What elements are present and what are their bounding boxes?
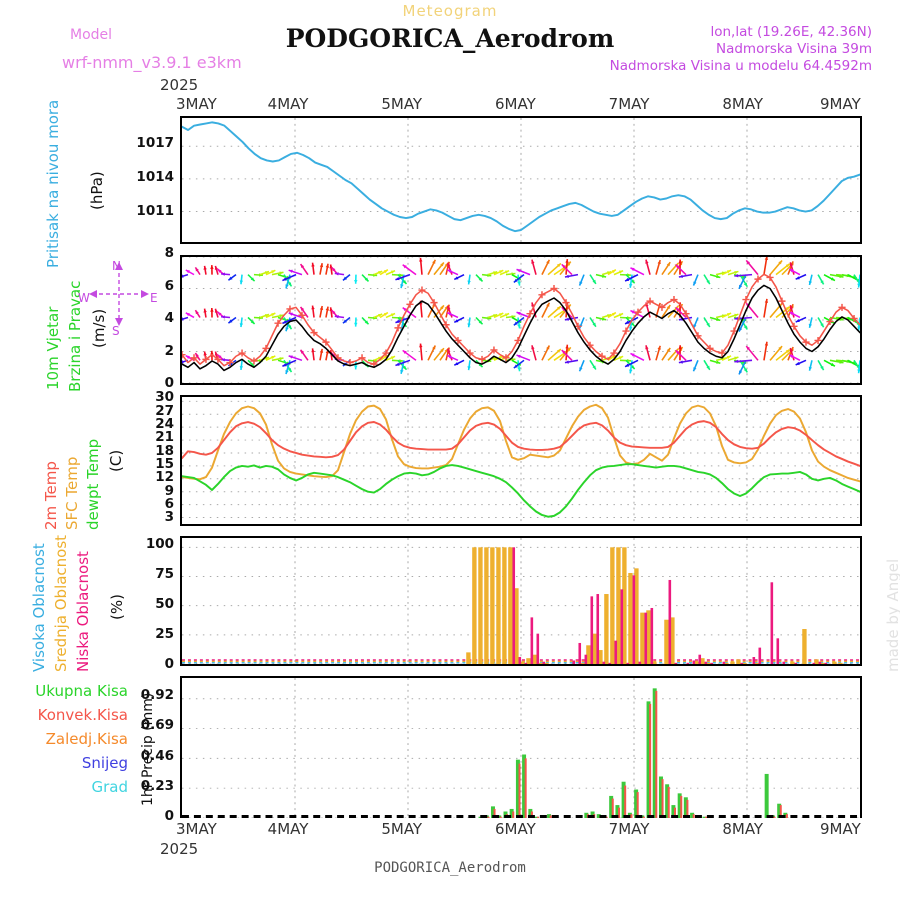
y-tick-label: 4: [164, 310, 174, 326]
y-tick-label: 27: [155, 402, 174, 419]
panel-unit-label: (hPa): [88, 171, 106, 210]
panel-side-label: 10m Vjetar: [44, 306, 62, 390]
y-tick-label: 100: [145, 535, 174, 552]
lonlat-text: lon,lat (19.26E, 42.36N): [710, 24, 872, 40]
compass-north-label: N: [112, 259, 121, 273]
footer-station-name: PODGORICA_Aerodrom: [374, 860, 526, 876]
y-tick-label: 50: [155, 595, 174, 612]
x-tick-label: 7MAY: [608, 95, 650, 113]
y-tick-label: 3: [164, 509, 174, 526]
y-tick-label: 2: [164, 342, 174, 359]
y-tick-label: 25: [155, 625, 174, 642]
x-tick-label: 3MAY: [176, 95, 217, 113]
header: Meteogram PODGORICA_Aerodrom Model wrf-n…: [0, 0, 900, 88]
y-tick-label: 75: [155, 565, 174, 582]
y-tick-label: 0.46: [140, 747, 174, 764]
year-label-bottom: 2025: [160, 840, 199, 858]
x-tick-label: 9MAY: [820, 95, 861, 113]
model-label: Model: [70, 27, 113, 43]
y-tick-label: 6: [164, 277, 174, 294]
panel-side-label: Snijeg: [81, 754, 128, 772]
y-tick-label: 8: [164, 245, 174, 261]
panel-cloud-cover[interactable]: [180, 536, 862, 666]
x-tick-label: 4MAY: [267, 820, 309, 838]
x-tick-label: 5MAY: [381, 820, 423, 838]
model-name: wrf-nmm_v3.9.1 e3km: [62, 53, 242, 72]
y-tick-label: 0.92: [140, 687, 174, 704]
x-tick-label: 5MAY: [381, 95, 423, 113]
x-tick-label: 6MAY: [495, 95, 536, 113]
y-tick-label: 0.69: [140, 717, 174, 734]
panel-side-label: Visoka Oblacnost: [30, 543, 48, 672]
station-metadata: lon,lat (19.26E, 42.36N) Nadmorska Visin…: [610, 24, 872, 75]
y-tick-label: 0.23: [140, 777, 174, 794]
meteogram-plot: [180, 116, 862, 818]
panel-side-label: Konvek.Kisa: [37, 706, 128, 724]
panel-side-label: Srednja Oblacnost: [52, 534, 70, 672]
compass-cross-icon: [89, 262, 149, 326]
model-elevation-text: Nadmorska Visina u modelu 64.4592m: [609, 58, 872, 74]
panel-side-label: dewpt Temp: [84, 438, 102, 530]
y-tick-label: 30: [155, 389, 174, 406]
y-tick-label: 0: [164, 808, 174, 824]
panel-side-label: Niska Oblacnost: [74, 551, 92, 672]
panel-wind[interactable]: [180, 255, 862, 385]
panel-temperature[interactable]: [180, 395, 862, 526]
compass-east-label: E: [150, 291, 158, 305]
panel-side-label: Pritisak na nivou mora: [44, 99, 62, 268]
page-title: PODGORICA_Aerodrom: [285, 24, 615, 53]
x-tick-label: 7MAY: [608, 820, 650, 838]
y-tick-label: 9: [164, 482, 174, 499]
compass-south-label: S: [112, 324, 120, 338]
year-label-top: 2025: [160, 76, 199, 94]
meteogram-label: Meteogram: [402, 2, 498, 20]
y-tick-label: 15: [155, 456, 174, 473]
y-tick-label: 1014: [136, 168, 174, 185]
x-tick-label: 6MAY: [495, 820, 536, 838]
x-tick-label: 4MAY: [267, 95, 309, 113]
panel-side-label: Ukupna Kisa: [35, 682, 128, 700]
x-tick-label: 3MAY: [176, 820, 217, 838]
x-tick-label: 9MAY: [820, 820, 861, 838]
panel-pressure[interactable]: [180, 116, 862, 244]
panel-side-label: Zaledj.Kisa: [45, 730, 128, 748]
panel-precipitation[interactable]: [180, 676, 862, 818]
y-tick-label: 1017: [136, 135, 174, 152]
y-tick-label: 0: [164, 375, 174, 391]
compass-west-label: W: [78, 291, 90, 305]
elevation-text: Nadmorska Visina 39m: [715, 41, 872, 57]
y-tick-label: 18: [155, 442, 174, 459]
y-tick-label: 1011: [136, 202, 174, 219]
watermark-text: made by Angel: [884, 558, 900, 672]
x-tick-label: 8MAY: [722, 95, 764, 113]
x-tick-label: 8MAY: [722, 820, 764, 838]
panel-side-label: SFC Temp: [63, 456, 81, 530]
y-tick-label: 6: [164, 496, 174, 513]
panel-side-label: Grad: [91, 778, 128, 796]
panel-side-label: 2m Temp: [42, 461, 60, 530]
y-tick-label: 12: [155, 469, 174, 486]
y-tick-label: 0: [164, 656, 174, 672]
y-tick-label: 24: [155, 416, 174, 433]
y-tick-label: 21: [155, 429, 174, 446]
